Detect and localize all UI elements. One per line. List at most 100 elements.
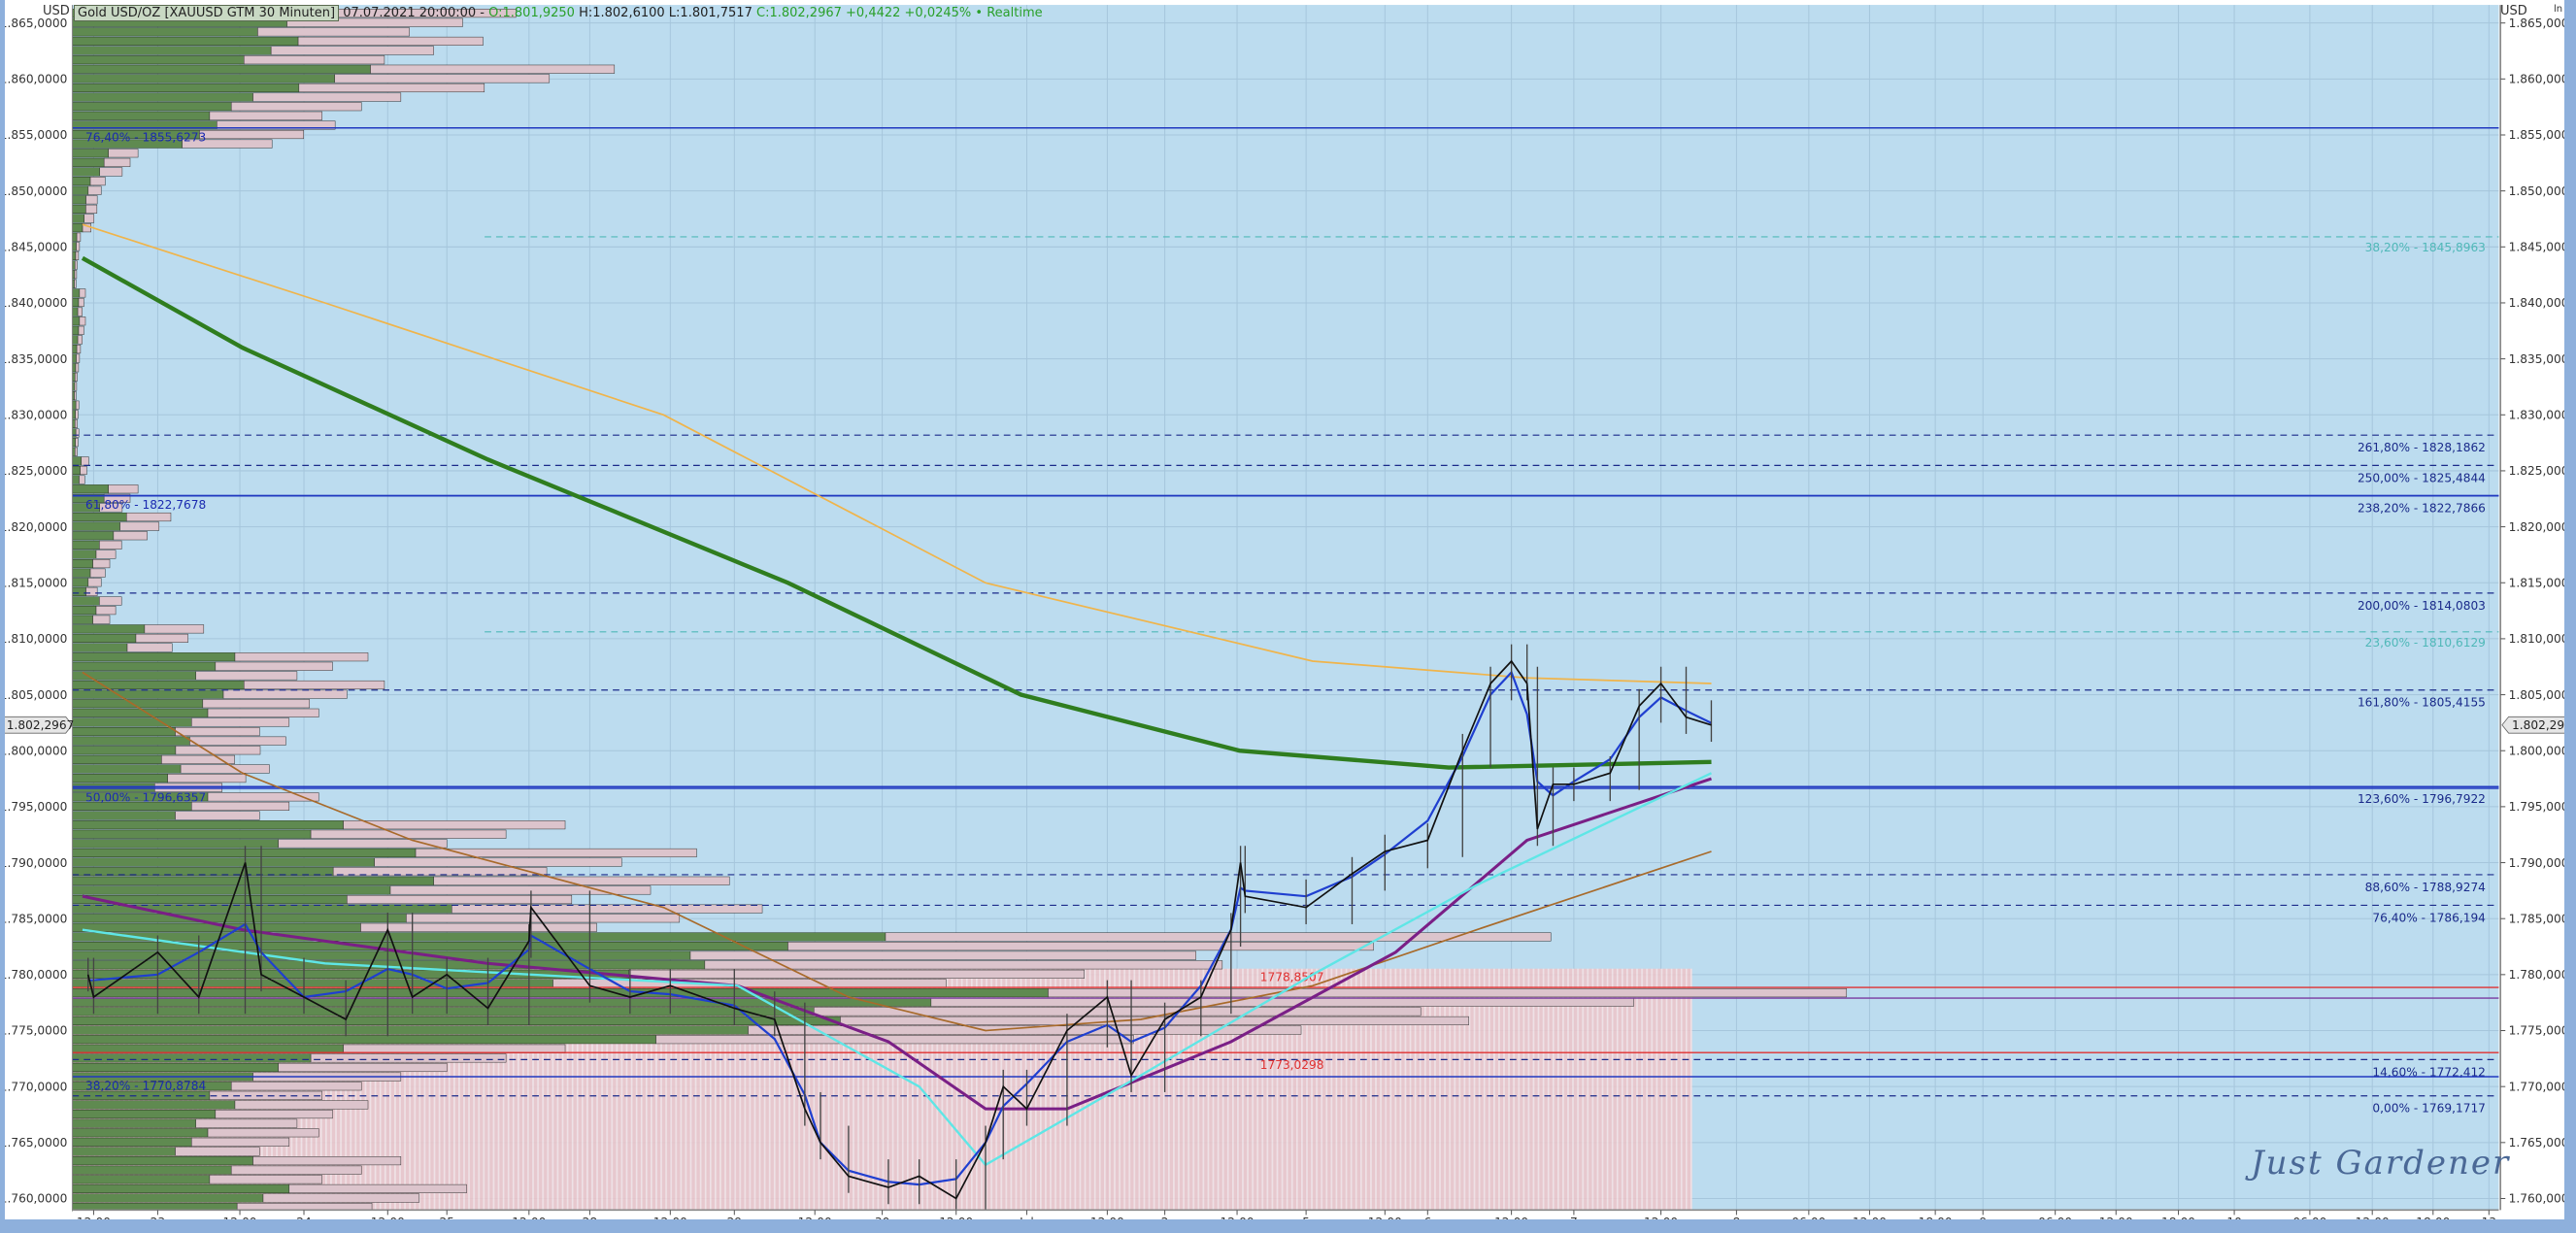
open-value: O:1.801,9250 <box>488 6 575 20</box>
volume-profile-bar-buy <box>72 1035 656 1045</box>
volume-profile-bar-buy <box>72 204 86 214</box>
volume-profile-bar-sell <box>74 260 78 270</box>
watermark: Just Gardener <box>2251 1144 2511 1183</box>
volume-profile-bar-sell <box>161 754 235 764</box>
volume-profile-bar-buy <box>72 914 407 923</box>
volume-profile-bar-sell <box>135 633 188 643</box>
volume-profile-bar-buy <box>72 1147 176 1156</box>
fib-level-label: 0,00% - 1769,1717 <box>2372 1102 2486 1116</box>
volume-profile-bar-sell <box>334 74 551 83</box>
y-tick-label-right: 1.775,0000 <box>2509 1024 2576 1038</box>
close-change-values: C:1.802,2967 +0,4422 +0,0245% <box>756 6 972 20</box>
volume-profile-bar-buy <box>72 214 84 223</box>
volume-profile-bar-buy <box>72 550 97 559</box>
fib-level-label: 250,00% - 1825,4844 <box>2358 471 2486 484</box>
volume-profile-bar-sell <box>74 391 77 401</box>
volume-profile-bar-buy <box>72 1183 290 1193</box>
volume-profile-bar-buy <box>72 643 128 652</box>
volume-profile-bar-buy <box>72 1156 253 1166</box>
volume-profile-bar-sell <box>814 1007 1422 1016</box>
volume-profile-bar-buy <box>72 839 279 849</box>
volume-profile-bar-buy <box>72 157 105 167</box>
volume-profile-bar-sell <box>95 606 117 616</box>
volume-profile-bar-buy <box>72 102 232 112</box>
volume-profile-bar-buy <box>72 950 691 960</box>
volume-profile-bar-sell <box>182 139 273 149</box>
volume-profile-bar-sell <box>704 960 1223 970</box>
volume-profile-bar-sell <box>180 764 270 774</box>
volume-profile-bar-sell <box>209 1175 322 1184</box>
fib-level-label-left: 76,40% - 1855,6273 <box>85 130 206 144</box>
volume-profile-bar-sell <box>360 922 597 932</box>
y-tick-label-left: 1.840,0000 <box>0 296 67 310</box>
y-tick-label-left: 1.770,0000 <box>0 1080 67 1093</box>
log-scale-icon[interactable]: ln <box>2554 4 2563 15</box>
y-tick-label-left: 1.820,0000 <box>0 520 67 534</box>
y-tick-label-right: 1.795,0000 <box>2509 800 2576 814</box>
volume-profile-bar-sell <box>207 708 319 717</box>
volume-profile-bar-sell <box>175 811 260 820</box>
volume-profile-bar-sell <box>191 717 290 727</box>
volume-profile-bar-sell <box>234 1100 369 1110</box>
volume-profile-bar-sell <box>930 997 1634 1007</box>
fib-level-label: 14,60% - 1772,412 <box>2372 1065 2486 1079</box>
volume-profile-bar-sell <box>80 465 87 476</box>
y-tick-label-right: 1.850,0000 <box>2509 184 2576 198</box>
y-tick-label-right: 1.785,0000 <box>2509 912 2576 925</box>
y-tick-label-right: 1.805,0000 <box>2509 688 2576 702</box>
y-tick-label-left: 1.780,0000 <box>0 968 67 982</box>
volume-profile-bar-sell <box>76 344 82 354</box>
y-tick-label-left: 1.810,0000 <box>0 632 67 646</box>
volume-profile-bar-sell <box>415 848 697 858</box>
volume-profile-bar-buy <box>72 74 335 83</box>
volume-profile-bar-buy <box>72 615 93 624</box>
volume-profile-bar-sell <box>126 512 172 522</box>
y-tick-label-left: 1.860,0000 <box>0 73 67 86</box>
y-tick-label-right: 1.780,0000 <box>2509 968 2576 982</box>
volume-profile-bar-buy <box>72 829 312 839</box>
support-level-label: 1778,8507 <box>1260 970 1324 983</box>
fast-moving-average-line <box>87 670 1713 1186</box>
volume-profile-bar-buy <box>72 484 109 494</box>
volume-profile-bar-buy <box>72 1025 749 1035</box>
volume-profile-bar-sell <box>252 92 402 102</box>
volume-profile-bar-buy <box>72 325 80 335</box>
volume-profile-bar-sell <box>207 792 319 802</box>
volume-profile-bar-buy <box>72 223 84 233</box>
volume-profile-bar-sell <box>209 111 322 120</box>
volume-profile-bar-sell <box>74 279 77 288</box>
volume-profile-bar-buy <box>72 363 77 373</box>
fib-level-label: 88,60% - 1788,9274 <box>2365 881 2487 894</box>
volume-profile-bar-sell <box>75 400 80 410</box>
volume-profile-bar-sell <box>374 857 622 867</box>
volume-profile-bar-buy <box>72 1016 841 1025</box>
volume-profile-bar-buy <box>72 288 81 298</box>
volume-profile-bar-sell <box>347 894 573 905</box>
y-tick-label-right: 1.760,0000 <box>2509 1192 2576 1206</box>
volume-profile-bar-sell <box>126 643 173 652</box>
volume-profile-bar-sell <box>103 493 131 503</box>
y-tick-label-left: 1.805,0000 <box>0 688 67 702</box>
volume-profile-bar-sell <box>75 438 79 448</box>
y-tick-label-right: 1.845,0000 <box>2509 241 2576 254</box>
volume-profile-bar-sell <box>77 307 83 317</box>
price-series <box>81 223 1713 1216</box>
volume-profile-bar-sell <box>74 270 78 280</box>
y-tick-label-left: 1.835,0000 <box>0 352 67 366</box>
y-tick-label-right: 1.835,0000 <box>2509 352 2576 366</box>
fib-level-label: 76,40% - 1786,194 <box>2372 911 2486 924</box>
volume-profile-bar-sell <box>75 363 80 373</box>
volume-profile-bar-buy <box>72 149 109 158</box>
y-tick-label-left: 1.850,0000 <box>0 184 67 198</box>
volume-profile-bar-buy <box>72 335 79 345</box>
volume-profile-bar-sell <box>99 167 123 177</box>
volume-profile-bar-sell <box>748 1025 1302 1035</box>
volume-profile-bar-buy <box>72 848 417 858</box>
y-tick-label-right: 1.810,0000 <box>2509 632 2576 646</box>
volume-profile-bar-sell <box>99 596 122 606</box>
volume-profile-bar-sell <box>262 1193 420 1203</box>
y-tick-label-left: 1.775,0000 <box>0 1024 67 1038</box>
volume-profile-bar-buy <box>72 1109 217 1119</box>
volume-profile-bar-buy <box>72 1007 815 1016</box>
